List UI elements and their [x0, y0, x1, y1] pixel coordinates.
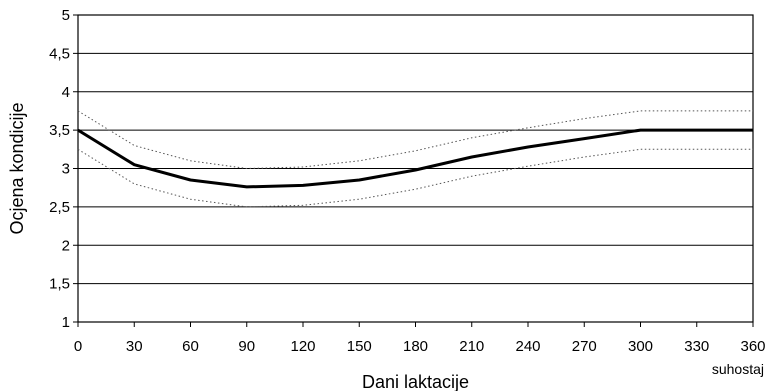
y-axis-ticks: 1 1,5 2 2,5 3 3,5 4 4,5 5: [49, 7, 78, 331]
x-tick-label: 330: [684, 338, 709, 355]
x-tick-label: 360: [740, 338, 765, 355]
y-tick-label: 1: [62, 314, 70, 331]
x-tick-label: 180: [403, 338, 428, 355]
x-tick-label: 120: [290, 338, 315, 355]
y-tick-label: 3,5: [49, 122, 70, 139]
x-tick-label: 210: [459, 338, 484, 355]
y-tick-label: 4: [62, 84, 70, 101]
y-tick-label: 4,5: [49, 45, 70, 62]
y-tick-label: 2,5: [49, 199, 70, 216]
y-tick-label: 3: [62, 161, 70, 178]
x-tick-label: 300: [628, 338, 653, 355]
y-tick-label: 1,5: [49, 276, 70, 293]
x-axis-ticks: 0 30 60 90 120 150 180 210 240 270 300 330 360: [74, 322, 766, 355]
series-lower-bound-line: [77, 148, 753, 208]
y-tick-label: 5: [62, 7, 70, 24]
x-tick-label: 90: [238, 338, 255, 355]
y-axis-title: Ocjena kondicije: [7, 102, 27, 234]
series-upper-bound-line: [77, 110, 753, 170]
x-tick-label: 240: [515, 338, 540, 355]
x-tick-label: 0: [74, 338, 82, 355]
x-tick-label: 150: [347, 338, 372, 355]
x-tick-label: 60: [182, 338, 199, 355]
y-tick-label: 2: [62, 237, 70, 254]
x-axis-title: Dani laktacije: [362, 372, 469, 391]
annotation-suhostaj: suhostaj: [712, 361, 764, 377]
x-tick-label: 30: [126, 338, 143, 355]
x-tick-label: 270: [572, 338, 597, 355]
series-mean-line: [77, 128, 753, 189]
series-layer: [77, 110, 753, 208]
